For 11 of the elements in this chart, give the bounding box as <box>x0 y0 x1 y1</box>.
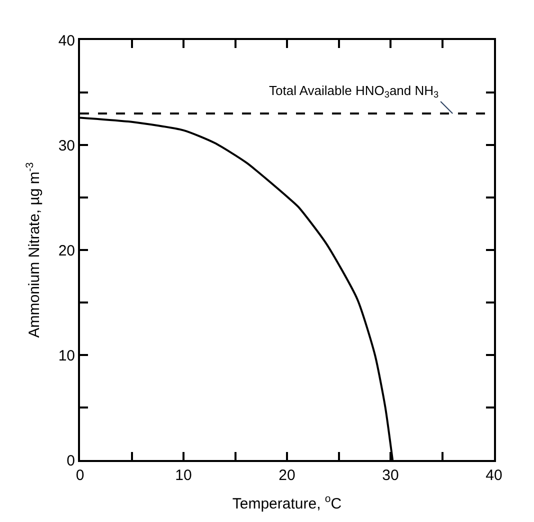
ref-line-label: Total Available HNO$_{3}$and NH$_{3}$ <box>269 83 439 100</box>
y-tick-label: 40 <box>58 32 75 50</box>
x-axis-title: Temperature, $^{o}$C <box>232 493 342 512</box>
y-tick-label: 10 <box>58 347 75 364</box>
x-tick-label: 20 <box>278 467 296 484</box>
y-tick-label: 0 <box>66 452 75 470</box>
x-tick-label: 30 <box>382 467 399 484</box>
y-tick-label: 20 <box>58 242 75 260</box>
y-tick-label: 30 <box>58 137 75 154</box>
x-tick-label: 10 <box>175 467 192 484</box>
x-tick-label: 40 <box>486 467 502 484</box>
